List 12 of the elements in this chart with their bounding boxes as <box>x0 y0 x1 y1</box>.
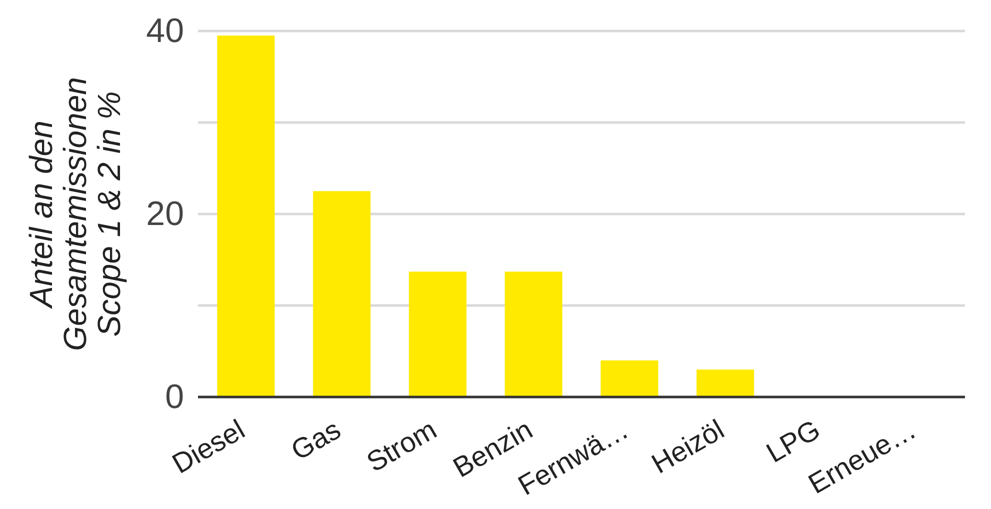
bar <box>504 272 562 397</box>
bar <box>408 272 466 397</box>
bar <box>696 370 754 397</box>
y-axis-title: Anteil an den Gesamtemissionen Scope 1 & 2 in % <box>23 77 127 351</box>
x-tick-label: Gas <box>286 414 346 466</box>
x-tick-label: Strom <box>362 414 442 478</box>
y-tick-label: 0 <box>165 378 184 416</box>
bar <box>217 36 275 397</box>
bar <box>600 360 658 397</box>
y-tick-label: 40 <box>146 12 184 50</box>
bar <box>313 191 371 397</box>
y-tick-label: 20 <box>146 194 184 233</box>
